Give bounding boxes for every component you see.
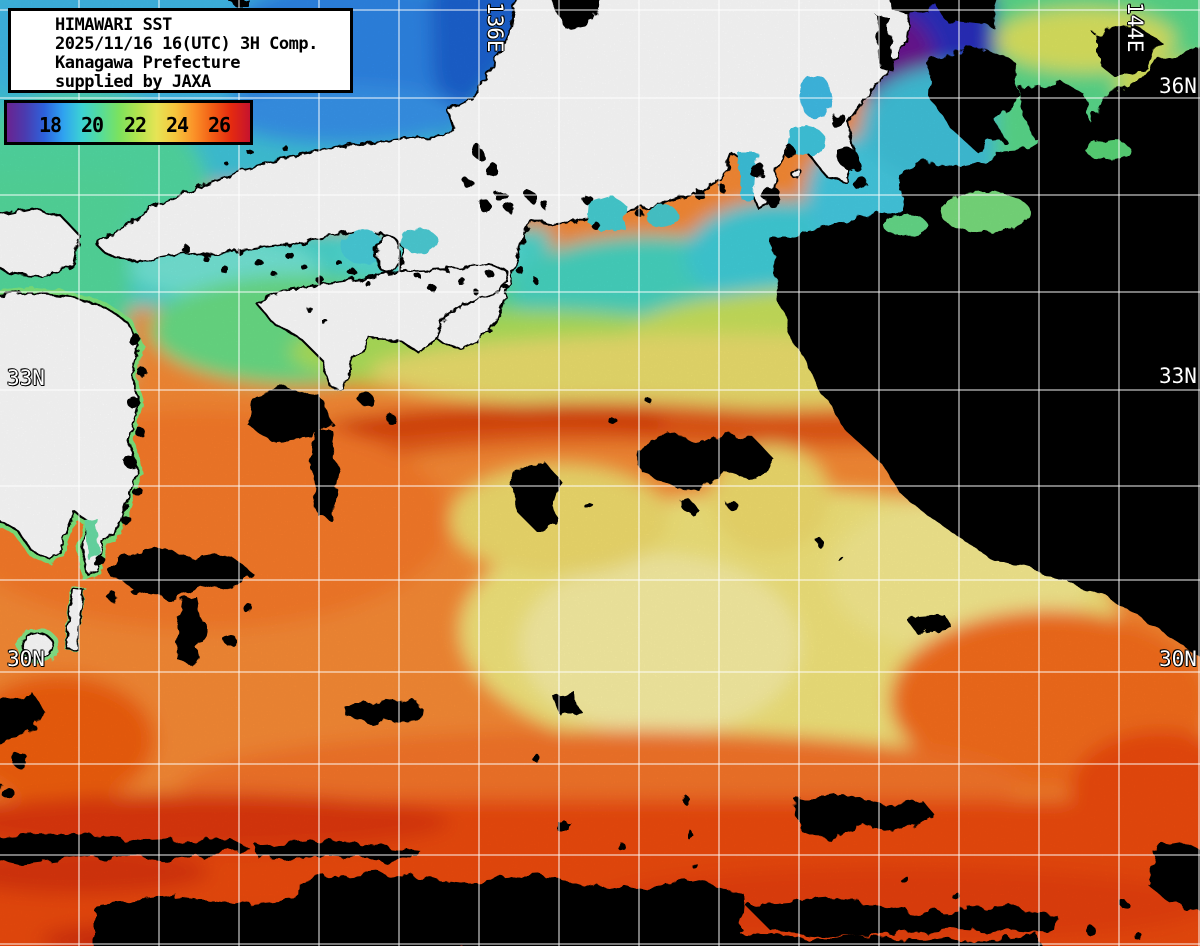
- colorbar-tick-22: 22: [123, 113, 147, 137]
- product-region: Kanagawa Prefecture: [55, 53, 240, 73]
- product-credit: supplied by JAXA: [55, 72, 211, 92]
- lat-label-30n-left: 30N: [7, 647, 45, 671]
- colorbar-tick-26: 26: [207, 113, 231, 137]
- lat-label-36n-right: 36N: [1159, 74, 1197, 98]
- colorbar-tick-20: 20: [80, 113, 104, 137]
- product-datetime: 2025/11/16 16(UTC) 3H Comp.: [55, 34, 318, 54]
- lat-label-33n-right: 33N: [1159, 364, 1197, 388]
- lon-label-144e: 144E: [1123, 2, 1147, 53]
- product-title: HIMAWARI SST: [55, 15, 172, 35]
- title-box: HIMAWARI SST 2025/11/16 16(UTC) 3H Comp.…: [8, 8, 353, 93]
- colorbar-tick-24: 24: [165, 113, 189, 137]
- colorbar-tick-18: 18: [38, 113, 62, 137]
- lon-label-136e: 136E: [483, 2, 507, 53]
- sst-colorbar-gradient: [7, 103, 250, 142]
- lat-label-33n-left: 33N: [7, 366, 45, 390]
- lat-label-30n-right: 30N: [1159, 647, 1197, 671]
- sst-colorbar: 18 20 22 24 26: [4, 100, 253, 145]
